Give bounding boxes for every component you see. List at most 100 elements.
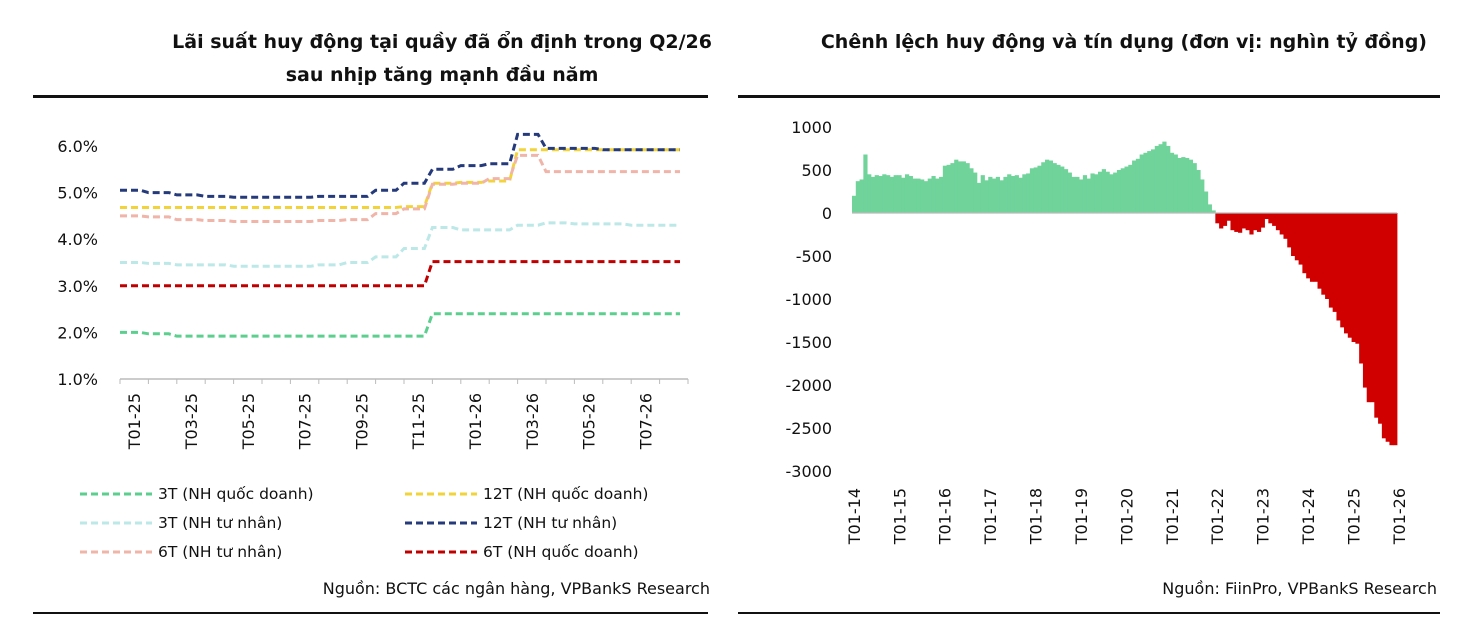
legend-swatch (80, 492, 152, 496)
right-bar (1029, 168, 1035, 213)
right-bar-chart: 1000 500 0 -500 -1000 -1500 -2000 -2500 -3000 T01… (786, 118, 1409, 545)
right-bar (1260, 213, 1265, 228)
right-bar (1347, 213, 1352, 338)
right-bar (1203, 191, 1209, 213)
right-bar (920, 179, 925, 213)
left-x-tick-label: T05-25 (239, 393, 258, 450)
right-x-tick-label: T01-26 (1390, 488, 1409, 545)
right-bar (863, 154, 868, 213)
legend-swatch (405, 492, 477, 496)
right-bar (1026, 173, 1031, 213)
right-bar (916, 178, 921, 213)
right-bar (1045, 159, 1050, 213)
right-y-tick-label: 500 (801, 161, 832, 180)
right-y-tick-label: 0 (822, 204, 832, 223)
right-bar (1158, 144, 1163, 213)
right-bar (855, 181, 860, 213)
right-bar (1226, 213, 1231, 221)
right-bar (1249, 213, 1254, 235)
right-bar (1120, 168, 1125, 213)
left-line-chart: 1.0% 2.0% 3.0% 4.0% 5.0% 6.0% T01-25 T03-25 T05-… (57, 132, 689, 450)
right-bar (969, 168, 974, 213)
right-bar (1010, 176, 1016, 213)
left-top-rule (33, 95, 708, 98)
left-x-tick-label: T05-26 (580, 393, 599, 450)
right-bar (1309, 213, 1315, 282)
right-bottom-rule (738, 612, 1440, 614)
right-bar (1135, 158, 1141, 213)
right-bar (1150, 149, 1156, 213)
right-bar (935, 178, 940, 213)
left-x-tick-label: T03-25 (182, 393, 201, 450)
right-bar (1192, 163, 1197, 213)
right-bar (1253, 213, 1258, 231)
right-bar (1374, 213, 1379, 418)
right-bar (1381, 213, 1387, 439)
right-bar (1207, 204, 1212, 213)
right-bar (912, 178, 917, 213)
right-bar (852, 195, 857, 213)
right-bar (1056, 164, 1061, 213)
right-bar (1090, 173, 1095, 213)
right-x-tick-label: T01-14 (845, 488, 864, 545)
right-bar (1079, 179, 1084, 213)
right-bar (1132, 160, 1137, 213)
right-bar (1154, 145, 1159, 213)
right-bar (1393, 213, 1398, 446)
left-bottom-rule (33, 612, 708, 614)
right-bar (1211, 210, 1216, 213)
right-x-tick-label: T01-22 (1208, 488, 1227, 545)
left-legend-item: 6T (NH quốc doanh) (405, 543, 639, 561)
right-bar (1272, 213, 1277, 226)
legend-label: 6T (NH tư nhân) (158, 543, 283, 561)
right-bar (1124, 166, 1129, 213)
right-bar (1003, 176, 1008, 213)
right-x-tick-label: T01-23 (1254, 488, 1273, 545)
right-bar (1321, 213, 1326, 295)
right-x-tick-label: T01-17 (981, 488, 1000, 545)
right-y-tick-label: -3000 (786, 462, 833, 481)
right-bar (1256, 213, 1262, 232)
right-x-tick-label: T01-25 (1344, 488, 1363, 545)
right-bar (1370, 213, 1375, 403)
right-x-tick-label: T01-15 (890, 488, 909, 545)
right-bar (908, 176, 913, 213)
right-bar (1215, 213, 1220, 224)
right-bar (1177, 157, 1182, 213)
left-x-tick-label: T11-25 (409, 393, 428, 450)
right-bar (1355, 213, 1360, 344)
right-bar (893, 175, 898, 213)
left-title-line2: sau nhịp tăng mạnh đầu năm (285, 64, 599, 86)
right-bar (1291, 213, 1296, 256)
right-bar (904, 174, 910, 213)
right-bar (942, 165, 948, 213)
left-y-tick-label: 5.0% (57, 184, 98, 203)
right-bar (980, 175, 985, 213)
right-bar (927, 178, 932, 213)
right-bar (1245, 213, 1250, 231)
right-bar (992, 178, 997, 213)
right-bar (1196, 170, 1201, 213)
right-bar (1336, 213, 1341, 321)
left-y-tick-label: 1.0% (57, 370, 98, 389)
right-bar (1230, 213, 1235, 231)
left-source: Nguồn: BCTC các ngân hàng, VPBankS Resea… (322, 579, 710, 598)
right-bar (1351, 213, 1356, 342)
right-bar (984, 180, 989, 213)
right-bar (1052, 163, 1057, 213)
right-bar (1128, 164, 1133, 213)
right-bar (1366, 213, 1371, 403)
left-legend-item: 3T (NH quốc doanh) (80, 485, 314, 503)
left-series-line (120, 132, 680, 199)
left-x-tick-label: T01-26 (466, 393, 485, 450)
right-bar (965, 163, 970, 213)
right-bar (1298, 213, 1303, 265)
right-x-tick-label: T01-18 (1027, 488, 1046, 545)
legend-swatch (405, 550, 477, 554)
right-bar (1007, 174, 1012, 213)
right-bar (946, 164, 951, 213)
right-bar (1075, 176, 1080, 213)
right-bar (1063, 169, 1069, 213)
left-x-tick-label: T09-25 (352, 393, 371, 450)
right-bar (1302, 213, 1307, 274)
